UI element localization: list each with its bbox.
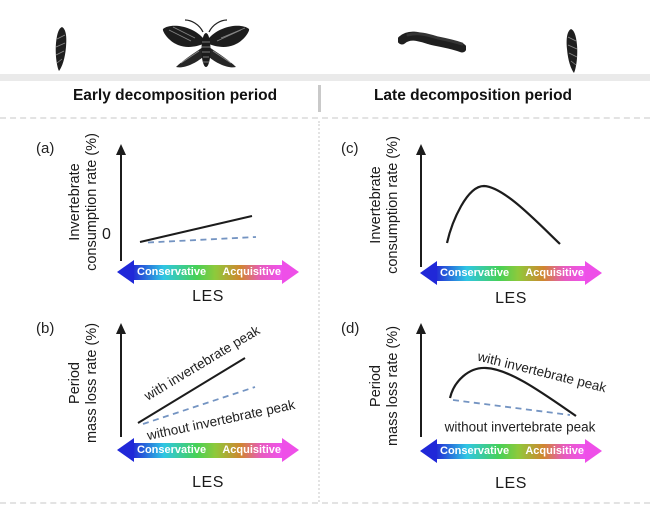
dashed-trend-line — [142, 386, 256, 425]
dashed-trend-line — [452, 399, 571, 416]
dashed-rule-top — [0, 117, 650, 119]
panel-b: (b) Period mass loss rate (%) with inver… — [28, 310, 300, 502]
panel-d-x-axis-label: LES — [495, 475, 527, 492]
y-axis-arrowhead-icon — [116, 323, 126, 334]
panel-c-les-gradient-arrow: Conservative Acquisitive — [420, 261, 602, 285]
without-invertebrate-peak-label: without invertebrate peak — [444, 419, 596, 435]
panel-c-plot — [416, 144, 561, 267]
panel-b-y-axis-label: Period mass loss rate (%) — [66, 322, 100, 444]
conservative-label: Conservative — [440, 266, 510, 279]
panel-a-plot — [116, 144, 257, 261]
y-axis-arrowhead-icon — [416, 144, 426, 155]
hump-curve — [445, 184, 561, 245]
panel-b-x-axis-label: LES — [192, 474, 224, 491]
panel-a-les-gradient-arrow: Conservative Acquisitive — [117, 260, 299, 284]
arrow-right-icon — [585, 261, 602, 285]
panel-a-origin-zero: 0 — [102, 226, 111, 243]
header-divider — [318, 85, 321, 112]
panel-a-y-axis-label: Invertebrate consumption rate (%) — [66, 133, 100, 271]
panel-d-les-gradient-arrow: Conservative Acquisitive — [420, 439, 602, 463]
arrow-right-icon — [585, 439, 602, 463]
arrow-right-icon — [282, 260, 299, 284]
dashed-rule-bottom — [0, 502, 650, 504]
arrow-left-icon — [117, 260, 134, 284]
panel-c-letter: (c) — [341, 140, 359, 157]
panel-c-x-axis-label: LES — [495, 290, 527, 307]
panel-c: (c) Invertebrate consumption rate (%) Co… — [333, 125, 613, 310]
moth-icon — [162, 19, 250, 68]
y-axis-arrowhead-icon — [416, 323, 426, 334]
panel-d-y-axis-label: Period mass loss rate (%) — [367, 325, 401, 447]
acquisitive-label: Acquisitive — [222, 443, 281, 456]
panel-a-letter: (a) — [36, 140, 55, 157]
acquisitive-label: Acquisitive — [525, 266, 584, 279]
acquisitive-label: Acquisitive — [525, 444, 584, 457]
panel-d: (d) Period mass loss rate (%) with inver… — [333, 310, 613, 502]
column-divider — [318, 121, 320, 502]
panel-a: (a) Invertebrate consumption rate (%) 0 … — [28, 125, 300, 310]
panel-b-plot — [116, 323, 256, 437]
panel-d-plot — [416, 323, 577, 437]
panel-d-letter: (d) — [341, 320, 360, 337]
header-early-period: Early decomposition period — [72, 87, 278, 104]
arrow-left-icon — [420, 439, 437, 463]
panel-c-y-axis-label: Invertebrate consumption rate (%) — [367, 136, 401, 274]
caterpillar-icon — [398, 31, 466, 53]
solid-trend-line — [139, 215, 253, 243]
dashed-trend-line — [147, 236, 257, 244]
pupa-right-icon — [566, 29, 578, 73]
y-axis-arrowhead-icon — [116, 144, 126, 155]
panel-b-les-gradient-arrow: Conservative Acquisitive — [117, 438, 299, 462]
separator-band — [0, 74, 650, 81]
conservative-label: Conservative — [440, 444, 510, 457]
solid-trend-line — [137, 357, 246, 424]
acquisitive-label: Acquisitive — [222, 265, 281, 278]
arrow-left-icon — [117, 438, 134, 462]
pupa-left-icon — [55, 27, 67, 71]
arrow-right-icon — [282, 438, 299, 462]
conservative-label: Conservative — [137, 265, 207, 278]
panel-a-x-axis-label: LES — [192, 288, 224, 305]
header-late-period: Late decomposition period — [373, 87, 573, 104]
arrow-left-icon — [420, 261, 437, 285]
conservative-label: Conservative — [137, 443, 207, 456]
hump-curve — [448, 366, 577, 417]
panel-b-letter: (b) — [36, 320, 55, 337]
